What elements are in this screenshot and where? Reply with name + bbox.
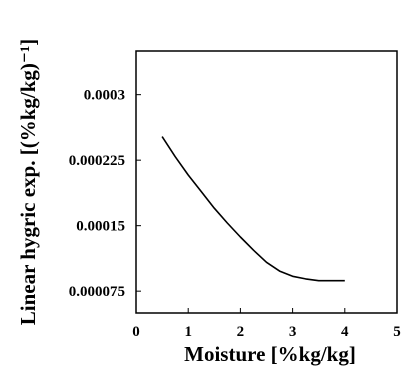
y-tick-label: 0.0003	[84, 88, 125, 104]
x-axis-label: Moisture [%kg/kg]	[184, 342, 356, 366]
y-tick-label: 0.00015	[76, 219, 125, 235]
y-axis-label: Linear hygric exp. [(%kg/kg)⁻¹]	[16, 39, 40, 325]
x-tick-label: 2	[237, 324, 245, 340]
series-line	[161, 136, 345, 282]
series-group	[161, 136, 345, 282]
x-tick-label: 3	[289, 324, 297, 340]
y-tick-label: 0.000075	[69, 284, 125, 300]
x-tick-label: 1	[184, 324, 192, 340]
x-tick-label: 5	[393, 324, 401, 340]
y-tick-label: 0.000225	[69, 153, 125, 169]
y-axis-ticks: 0.000075 0.00015 0.000225 0.0003	[69, 88, 141, 300]
plot-frame	[135, 50, 398, 314]
x-tick-label: 4	[341, 324, 349, 340]
x-tick-label: 0	[132, 324, 140, 340]
x-axis-ticks: 0 1 2 3 4 5	[132, 308, 401, 340]
